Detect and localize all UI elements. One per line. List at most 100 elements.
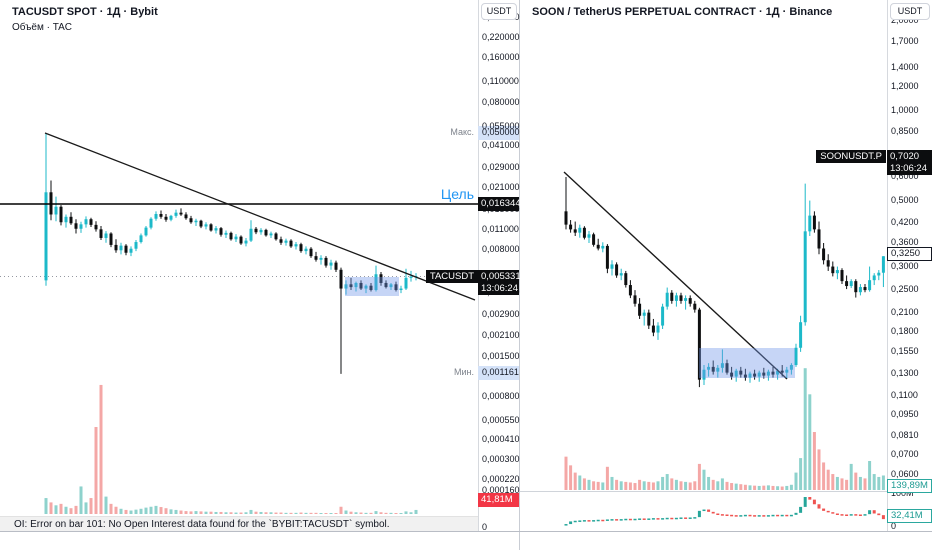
candle-body bbox=[359, 282, 363, 289]
open-interest-candle bbox=[803, 497, 807, 507]
open-interest-candle bbox=[794, 512, 798, 515]
open-interest-candle bbox=[868, 510, 872, 515]
axis-highlight-row bbox=[478, 366, 519, 380]
volume-bar bbox=[647, 481, 651, 490]
open-interest-candle bbox=[771, 514, 775, 517]
candle-body bbox=[863, 287, 867, 291]
volume-bar bbox=[794, 472, 798, 490]
open-interest-candle bbox=[711, 511, 715, 514]
price-tick: 0,4200 bbox=[891, 217, 919, 227]
candle-body bbox=[794, 347, 798, 366]
price-tick: 0,000220 bbox=[482, 474, 520, 484]
symbol-title[interactable]: TACUSDT SPOT · 1Д · Bybit bbox=[12, 6, 158, 18]
price-tick: 0,1550 bbox=[891, 346, 919, 356]
price-tick: 0,110000 bbox=[482, 76, 519, 86]
volume-bar bbox=[840, 478, 844, 490]
open-interest-candle bbox=[624, 518, 628, 521]
price-tick: 0,220000 bbox=[482, 32, 520, 42]
chart-panel-tacusdt[interactable]: TACUSDT SPOT · 1Д · Bybit Объём · TAC Ма… bbox=[0, 0, 521, 550]
soonusdt-chart-canvas[interactable] bbox=[520, 0, 932, 550]
candle-body bbox=[642, 312, 646, 316]
open-interest-candle bbox=[619, 519, 623, 521]
candle-body bbox=[766, 371, 770, 376]
candle-body bbox=[587, 234, 591, 238]
time-scale-soonusdt[interactable]: ИюнИюлАвгСен bbox=[520, 531, 932, 550]
volume-bar bbox=[596, 481, 600, 490]
volume-bar bbox=[179, 510, 183, 514]
candle-body bbox=[647, 312, 651, 326]
candle-body bbox=[144, 227, 148, 236]
volume-bar bbox=[94, 427, 98, 514]
candle-body bbox=[74, 223, 78, 229]
candle-body bbox=[234, 236, 238, 240]
open-interest-candle bbox=[817, 504, 821, 509]
target-text-drawing[interactable]: Цель bbox=[440, 186, 474, 202]
volume-bar bbox=[274, 512, 278, 514]
volume-bar bbox=[89, 498, 93, 514]
volume-bar bbox=[702, 469, 706, 490]
price-tick: 1,4000 bbox=[891, 62, 919, 72]
price-tick: 0,021000 bbox=[482, 182, 520, 192]
open-interest-candle bbox=[633, 518, 637, 521]
candle-body bbox=[309, 248, 313, 257]
volume-bar bbox=[229, 512, 233, 514]
currency-toggle-button[interactable]: USDT bbox=[890, 3, 930, 20]
volume-bar bbox=[619, 481, 623, 490]
volume-bar bbox=[154, 505, 158, 514]
symbol-title[interactable]: SOON / TetherUS PERPETUAL CONTRACT · 1Д … bbox=[532, 6, 833, 18]
volume-bar bbox=[264, 512, 268, 514]
volume-bar bbox=[776, 486, 780, 490]
candle-body bbox=[64, 216, 68, 223]
volume-bar bbox=[720, 478, 724, 490]
selection-box-drawing[interactable] bbox=[345, 277, 399, 296]
pane-separator[interactable] bbox=[520, 491, 932, 492]
open-interest-candle bbox=[638, 518, 642, 520]
volume-bar bbox=[582, 478, 586, 490]
candle-body bbox=[578, 227, 582, 233]
volume-bar bbox=[592, 481, 596, 490]
volume-indicator-legend[interactable]: Объём · TAC bbox=[12, 22, 73, 33]
candle-body bbox=[274, 233, 278, 240]
volume-bar bbox=[835, 476, 839, 490]
axis-highlight-row bbox=[478, 126, 519, 140]
volume-bar bbox=[79, 486, 83, 514]
volume-bar bbox=[633, 483, 637, 490]
price-tick: 0,2100 bbox=[891, 307, 919, 317]
candle-body bbox=[334, 262, 338, 270]
volume-bar bbox=[863, 478, 867, 490]
candle-body bbox=[596, 244, 600, 249]
volume-bar bbox=[169, 509, 173, 514]
candle-body bbox=[134, 242, 138, 249]
volume-bar bbox=[184, 511, 188, 514]
candle-body bbox=[104, 233, 108, 238]
candle-body bbox=[615, 264, 619, 276]
price-tick: 0,002900 bbox=[482, 309, 520, 319]
chart-panel-soonusdt[interactable]: SOON / TetherUS PERPETUAL CONTRACT · 1Д … bbox=[519, 0, 932, 550]
candle-body bbox=[831, 266, 835, 274]
open-interest-candle bbox=[578, 520, 582, 522]
currency-toggle-button[interactable]: USDT bbox=[481, 3, 517, 20]
candle-body bbox=[734, 370, 738, 377]
candle-body bbox=[592, 234, 596, 245]
open-interest-candle bbox=[877, 513, 881, 516]
candle-body bbox=[409, 276, 413, 278]
time-scale-tacusdt[interactable]: АвгСенОктНоя bbox=[0, 531, 519, 550]
volume-bar bbox=[259, 511, 263, 514]
volume-bar bbox=[359, 512, 363, 514]
selection-box-drawing[interactable] bbox=[699, 348, 795, 378]
open-interest-candle bbox=[569, 521, 573, 525]
candle-body bbox=[209, 224, 213, 231]
tacusdt-chart-canvas[interactable] bbox=[0, 0, 519, 550]
candle-body bbox=[184, 214, 188, 219]
open-interest-candle bbox=[757, 515, 761, 517]
last-price-tag: 0,7020 13:06:24 bbox=[887, 150, 932, 175]
volume-bar bbox=[234, 512, 238, 514]
volume-bar bbox=[354, 512, 358, 514]
candle-body bbox=[817, 229, 821, 249]
volume-bar bbox=[59, 503, 63, 514]
volume-bar bbox=[414, 509, 418, 514]
price-tick: 0,000160 bbox=[482, 485, 520, 495]
legend-soonusdt: SOON / TetherUS PERPETUAL CONTRACT · 1Д … bbox=[532, 5, 832, 19]
volume-bar bbox=[605, 466, 609, 490]
